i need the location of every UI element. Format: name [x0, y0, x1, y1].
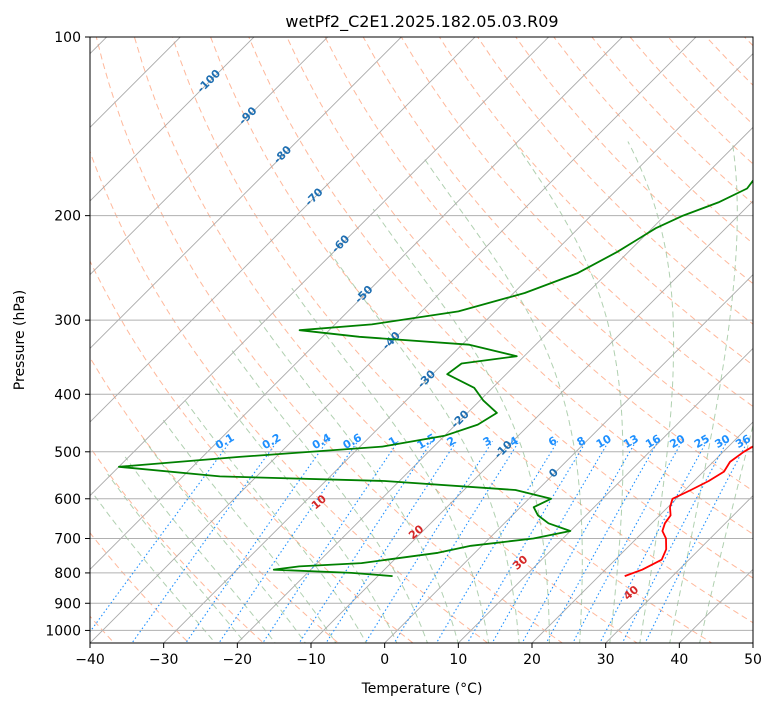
- x-tick-label: 20: [523, 652, 541, 668]
- moist-adiabat-line: [291, 287, 490, 643]
- x-tick-label: 0: [380, 652, 389, 668]
- mixing-ratio-line: [466, 441, 587, 643]
- moist-adiabat-line: [699, 423, 753, 643]
- dry-adiabat-line: [90, 446, 265, 643]
- isotherm-line: [384, 274, 753, 643]
- dry-adiabat-line: [400, 37, 753, 408]
- y-tick-label: 800: [54, 566, 81, 582]
- y-tick-label: 100: [54, 30, 81, 46]
- y-tick-label: 500: [54, 445, 81, 461]
- dry-adiabat-line: [324, 37, 753, 492]
- mixing-ratio-line: [491, 441, 610, 643]
- moist-adiabat-line: [142, 438, 307, 643]
- moist-adiabat-line: [423, 157, 583, 643]
- temperature-profile-line: [624, 445, 753, 577]
- y-tick-label: 300: [54, 313, 81, 329]
- mixing-ratio-line: [599, 441, 708, 643]
- pressure-gridlines-group: [90, 37, 753, 631]
- moist-adiabat-line: [329, 251, 520, 643]
- isotherm-line: [236, 126, 753, 643]
- x-axis-ticks: −40 −30 −20 −10 0 10 20 30 40 50: [75, 643, 762, 668]
- y-axis-label: Pressure (hPa): [12, 290, 28, 390]
- x-tick-label: 30: [597, 652, 615, 668]
- mixing-ratio-line: [545, 441, 659, 643]
- moist-adiabat-line: [669, 141, 738, 643]
- y-tick-label: 900: [54, 596, 81, 612]
- y-axis-ticks: 1000 900 800 700 600 500 400 300 200 100: [45, 30, 90, 639]
- isotherm-line: [310, 200, 753, 643]
- chart-title: wetPf2_C2E1.2025.182.05.03.R09: [285, 12, 558, 32]
- moist-adiabats-group: [91, 141, 753, 643]
- y-tick-label: 600: [54, 492, 81, 508]
- mixing-ratio-line: [364, 441, 493, 643]
- x-tick-label: −20: [223, 652, 253, 668]
- mixing-ratio-line: [325, 440, 457, 643]
- y-tick-label: 200: [54, 209, 81, 225]
- x-tick-label: −30: [149, 652, 179, 668]
- isotherm-line: [90, 37, 329, 276]
- mixing-ratio-line: [131, 440, 278, 643]
- isotherm-line: [605, 495, 753, 643]
- mixing-ratio-line: [521, 441, 637, 643]
- plot-area: 0.1 0.2 0.4 0.6 1 1.5 2 3 4 6 8 10 13 16 20 25 30 36-100-…: [90, 37, 753, 643]
- y-tick-label: 1000: [45, 623, 81, 639]
- moist-adiabat-line: [513, 141, 624, 643]
- isotherm-line: [90, 37, 623, 570]
- x-tick-label: −40: [75, 652, 105, 668]
- mixing-ratio-lines-group: [90, 440, 749, 643]
- x-tick-label: 50: [744, 652, 762, 668]
- y-tick-label: 700: [54, 532, 81, 548]
- x-axis-label: Temperature (°C): [361, 681, 483, 697]
- moist-adiabat-line: [107, 473, 246, 643]
- mixing-ratio-line: [621, 441, 728, 643]
- isotherm-line: [163, 53, 753, 643]
- isotherm-line: [90, 37, 255, 202]
- mixing-ratio-line: [644, 441, 749, 643]
- isotherm-line: [90, 37, 550, 497]
- isotherm-line: [90, 37, 402, 349]
- moist-adiabat-line: [627, 141, 675, 643]
- moist-adiabat-line: [91, 491, 216, 643]
- moist-adiabat-line: [230, 348, 429, 643]
- moist-adiabat-line: [182, 397, 367, 643]
- x-tick-label: 40: [670, 652, 688, 668]
- isotherms-group: [90, 37, 753, 643]
- x-tick-label: 10: [449, 652, 467, 668]
- isotherm-line: [457, 347, 753, 643]
- mixing-ratio-line: [572, 441, 683, 643]
- dry-adiabat-line: [362, 37, 753, 450]
- moist-adiabat-line: [372, 208, 550, 643]
- profile-lines-group: [118, 179, 753, 577]
- plot-frame: [89, 36, 754, 644]
- x-tick-label: −10: [296, 652, 326, 668]
- dewpoint-profile-line: [118, 179, 753, 577]
- isotherm-line: [531, 421, 753, 643]
- mixing-ratio-line: [262, 440, 399, 643]
- y-tick-label: 400: [54, 387, 81, 403]
- moist-adiabat-line: [207, 377, 398, 643]
- isotherm-line: [90, 37, 476, 423]
